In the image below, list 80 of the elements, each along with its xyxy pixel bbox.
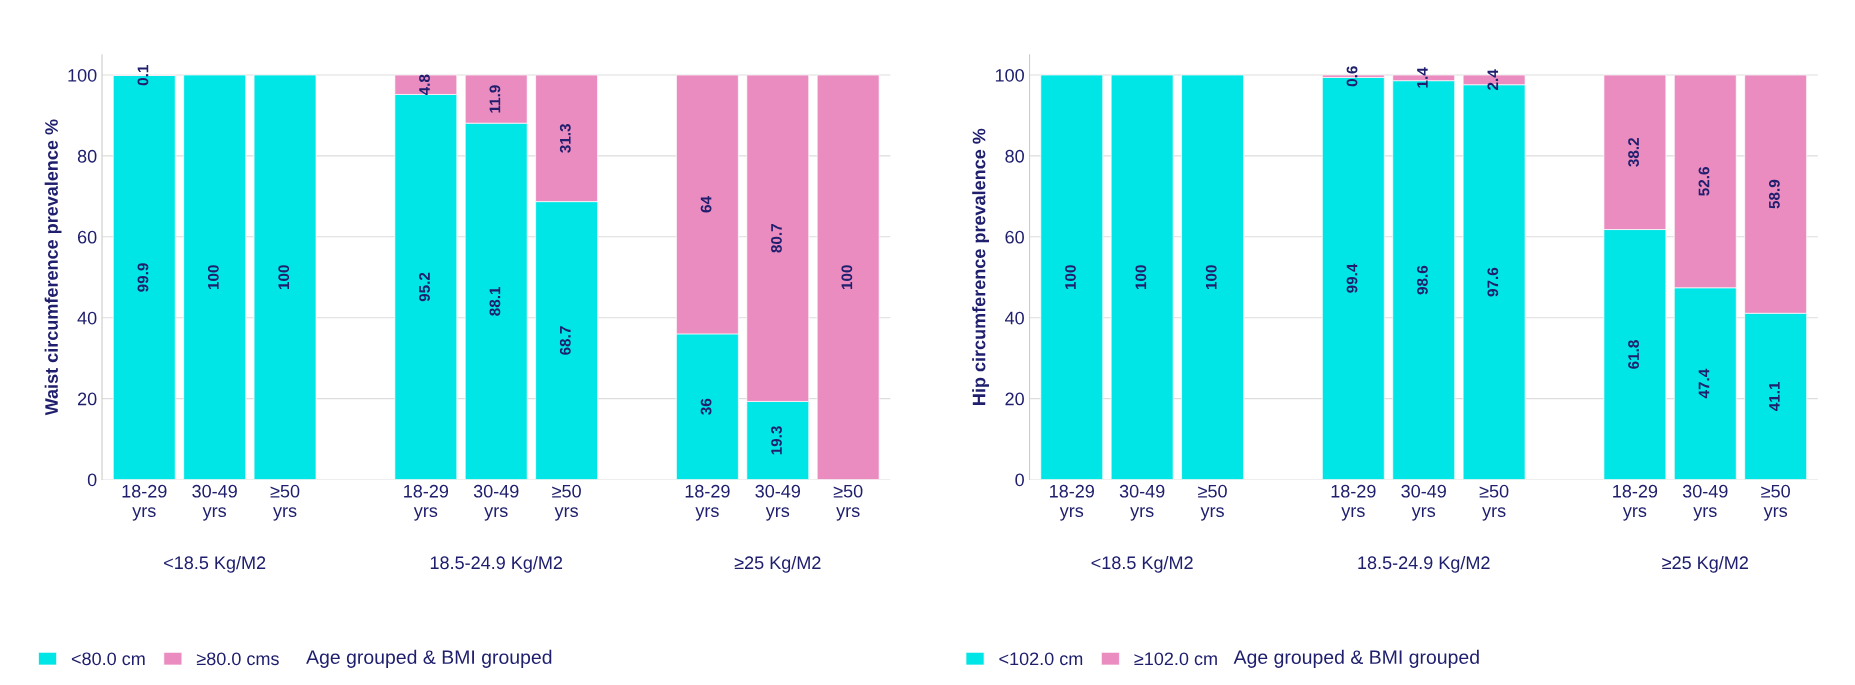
x-tick-label: 30-49 yrs bbox=[1401, 484, 1446, 521]
legend-label: ≥80.0 cms bbox=[196, 652, 279, 666]
y-tick-label: 80 bbox=[1005, 149, 1024, 163]
data-label: 80.7 bbox=[771, 224, 782, 253]
y-tick-label: 100 bbox=[995, 68, 1024, 82]
data-label: 100 bbox=[278, 265, 290, 290]
data-label: 100 bbox=[1205, 265, 1217, 290]
x-tick-label: 30-49 yrs bbox=[473, 484, 519, 521]
y-tick-label: 20 bbox=[77, 392, 97, 406]
x-axis-title: Age grouped & BMI grouped bbox=[306, 649, 552, 668]
x-tick-label: ≥50 yrs bbox=[270, 484, 300, 521]
data-label: 36 bbox=[700, 398, 712, 415]
data-label: 100 bbox=[841, 265, 853, 290]
x-tick-label: 30-49 yrs bbox=[1682, 484, 1728, 521]
data-label: 99.9 bbox=[137, 263, 149, 292]
y-axis-title: Hip circumference prevalence % bbox=[972, 128, 989, 405]
data-label: 11.9 bbox=[489, 85, 501, 113]
y-tick-label: 0 bbox=[87, 473, 97, 487]
text: <18.5 Kg/M2 bbox=[1091, 555, 1193, 573]
data-label: 1.4 bbox=[1417, 67, 1428, 88]
data-label: 47.4 bbox=[1698, 368, 1710, 399]
y-tick-label: 60 bbox=[1005, 230, 1024, 244]
text: 18.5-24.9 Kg/M2 bbox=[430, 555, 563, 573]
x-tick-label: 30-49 yrs bbox=[192, 484, 237, 521]
x-tick-label: 18-29 yrs bbox=[122, 484, 167, 521]
data-label: 38.2 bbox=[1628, 138, 1640, 167]
x-tick-label: 18-29 yrs bbox=[1331, 484, 1376, 521]
bar bbox=[816, 74, 880, 480]
x-tick-label: 18-29 yrs bbox=[685, 484, 730, 521]
data-label: 100 bbox=[207, 265, 219, 290]
y-tick-label: 20 bbox=[1005, 392, 1024, 406]
bar bbox=[183, 74, 246, 480]
x-tick-label: ≥50 yrs bbox=[1198, 484, 1227, 521]
x-tick-label: 30-49 yrs bbox=[1119, 484, 1165, 521]
data-label: 100 bbox=[1135, 265, 1147, 290]
x-tick-label: 18-29 yrs bbox=[404, 484, 449, 521]
bar bbox=[1110, 74, 1174, 480]
data-label: 2.4 bbox=[1487, 69, 1499, 90]
legend-label: <102.0 cm bbox=[999, 652, 1083, 666]
x-tick-label: 18-29 yrs bbox=[1613, 484, 1658, 521]
y-tick-label: 80 bbox=[77, 149, 97, 163]
data-label: 95.2 bbox=[419, 272, 430, 302]
x-tick-label: 18-29 yrs bbox=[1050, 484, 1094, 521]
bar bbox=[253, 74, 317, 480]
data-label: 99.4 bbox=[1346, 263, 1358, 293]
data-label: 4.8 bbox=[419, 74, 430, 96]
bar bbox=[1181, 74, 1244, 480]
legend-label: ≥102.0 cm bbox=[1134, 652, 1217, 666]
data-label: 100 bbox=[1065, 265, 1076, 290]
text: ≥25 Kg/M2 bbox=[734, 555, 821, 573]
data-label: 41.1 bbox=[1769, 381, 1780, 412]
y-tick-label: 100 bbox=[68, 68, 97, 82]
data-label: 64 bbox=[700, 196, 712, 213]
text: ≥25 Kg/M2 bbox=[1662, 555, 1748, 573]
text: 18.5-24.9 Kg/M2 bbox=[1358, 555, 1490, 573]
bar bbox=[1040, 74, 1104, 480]
x-tick-label: 30-49 yrs bbox=[755, 484, 801, 521]
y-tick-label: 0 bbox=[1015, 473, 1024, 487]
data-label: 68.7 bbox=[559, 326, 571, 355]
y-tick-label: 40 bbox=[77, 311, 97, 325]
data-label: 52.6 bbox=[1698, 167, 1710, 196]
y-tick-label: 60 bbox=[78, 230, 97, 244]
data-label: 61.8 bbox=[1628, 340, 1639, 369]
x-tick-label: ≥50 yrs bbox=[552, 484, 581, 521]
x-axis-title: Age grouped & BMI grouped bbox=[1233, 649, 1479, 668]
data-label: 0.6 bbox=[1346, 66, 1358, 87]
data-label: 98.6 bbox=[1416, 265, 1428, 295]
x-tick-label: ≥50 yrs bbox=[1479, 484, 1509, 521]
y-tick-label: 40 bbox=[1005, 311, 1024, 325]
data-label: 0.1 bbox=[137, 65, 149, 86]
data-label: 19.3 bbox=[771, 426, 782, 455]
data-label: 58.9 bbox=[1768, 179, 1780, 209]
data-label: 88.1 bbox=[489, 286, 501, 316]
data-label: 97.6 bbox=[1487, 267, 1499, 297]
text: <18.5 Kg/M2 bbox=[164, 555, 266, 573]
data-label: 31.3 bbox=[559, 124, 571, 153]
x-tick-label: ≥50 yrs bbox=[833, 484, 863, 521]
x-tick-label: ≥50 yrs bbox=[1761, 484, 1790, 521]
legend-label: <80.0 cm bbox=[71, 652, 145, 666]
y-axis-title: Waist circumference prevalence % bbox=[44, 119, 62, 416]
